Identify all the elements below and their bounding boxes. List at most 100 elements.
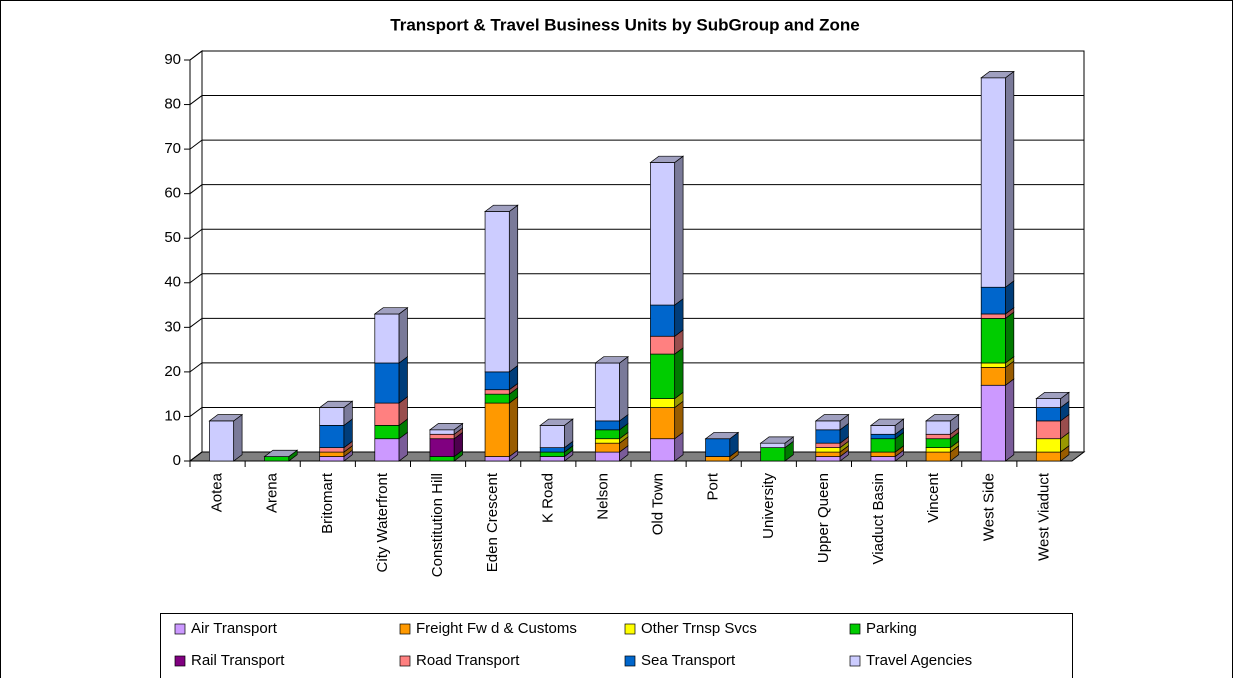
x-tick-label: Port bbox=[705, 472, 722, 500]
back-wall bbox=[201, 50, 1085, 453]
y-tick-label: 50 bbox=[164, 229, 181, 246]
bar-segment bbox=[980, 367, 1006, 386]
bar-segment bbox=[539, 425, 565, 448]
bar-segment bbox=[1035, 438, 1061, 453]
bar-top bbox=[704, 432, 740, 440]
x-tick-label: University bbox=[760, 473, 777, 539]
y-tick-label: 40 bbox=[164, 274, 181, 291]
bar-side bbox=[398, 306, 408, 364]
bar-segment bbox=[429, 438, 455, 457]
grid-line bbox=[189, 139, 1084, 150]
bar-segment bbox=[980, 362, 1006, 368]
bar-segment bbox=[980, 313, 1006, 319]
bar-segment bbox=[539, 456, 565, 462]
bar-top bbox=[980, 71, 1015, 79]
legend-swatch bbox=[624, 623, 636, 635]
bar-side bbox=[674, 155, 684, 306]
bar-segment bbox=[815, 420, 841, 431]
bar-top bbox=[373, 307, 409, 315]
y-tick-label: 10 bbox=[164, 407, 181, 424]
bar-segment bbox=[870, 425, 896, 435]
bar-side bbox=[233, 413, 243, 462]
bar-segment bbox=[319, 407, 345, 426]
x-tick-label: Eden Crescent bbox=[484, 472, 501, 572]
x-tick-label: Arena bbox=[264, 472, 281, 513]
bar-segment bbox=[650, 398, 676, 408]
bar-side bbox=[508, 204, 519, 373]
bar-side bbox=[1005, 311, 1015, 364]
bar-segment bbox=[980, 286, 1006, 315]
bar-segment bbox=[980, 77, 1006, 288]
legend-label: Freight Fw d & Customs bbox=[416, 620, 577, 637]
bar-segment bbox=[429, 429, 455, 435]
y-tick-label: 90 bbox=[164, 51, 181, 68]
chart-title: Transport & Travel Business Units by Sub… bbox=[390, 15, 859, 34]
x-tick-label: K Road bbox=[539, 473, 556, 523]
grid-line bbox=[189, 317, 1084, 328]
bar-top bbox=[208, 414, 244, 422]
bar-side bbox=[674, 347, 684, 400]
bar-segment bbox=[209, 420, 235, 462]
bar-segment bbox=[1035, 451, 1061, 462]
bar-segment bbox=[870, 451, 896, 457]
bar-segment bbox=[374, 313, 400, 364]
bar-segment bbox=[815, 456, 841, 462]
x-tick-label: West Viaduct bbox=[1035, 472, 1052, 561]
bar-segment bbox=[870, 433, 896, 440]
bar-top bbox=[649, 155, 685, 163]
grid-line bbox=[189, 406, 1084, 417]
bar-top bbox=[539, 418, 574, 426]
x-tick-label: City Waterfront bbox=[374, 472, 391, 572]
x-tick-label: Old Town bbox=[650, 473, 667, 535]
bar-segment bbox=[484, 393, 510, 404]
bar-segment bbox=[484, 371, 510, 391]
bar-segment bbox=[264, 456, 290, 462]
bar-segment bbox=[815, 447, 841, 453]
bar-segment bbox=[815, 442, 841, 448]
bar-segment bbox=[650, 353, 676, 399]
bar-segment bbox=[429, 456, 455, 462]
bar-top bbox=[869, 418, 905, 426]
y-tick-label: 30 bbox=[164, 318, 181, 335]
x-tick-label: Upper Queen bbox=[815, 473, 832, 563]
bar-segment bbox=[319, 425, 345, 448]
bar-segment bbox=[374, 438, 400, 462]
legend-swatch bbox=[849, 655, 861, 667]
grid-line bbox=[189, 50, 1084, 61]
bar-segment bbox=[760, 442, 786, 448]
x-tick-label: Constitution Hill bbox=[429, 473, 446, 577]
bar-top bbox=[484, 204, 519, 212]
x-tick-label: West Side bbox=[980, 473, 997, 541]
legend bbox=[160, 613, 1073, 678]
bar-segment bbox=[594, 429, 620, 440]
bar-segment bbox=[594, 438, 620, 444]
bar-segment bbox=[319, 447, 345, 453]
bar-segment bbox=[925, 433, 951, 440]
legend-label: Travel Agencies bbox=[866, 652, 972, 669]
bar-segment bbox=[980, 384, 1006, 462]
grid-line bbox=[189, 273, 1084, 284]
legend-label: Air Transport bbox=[191, 620, 278, 637]
y-tick-label: 60 bbox=[164, 185, 181, 202]
x-tick-label: Aotea bbox=[209, 472, 226, 512]
bar-segment bbox=[650, 162, 676, 306]
bar-side bbox=[508, 396, 519, 458]
bar-segment bbox=[484, 456, 510, 462]
bar-segment bbox=[705, 456, 731, 462]
bar-segment bbox=[319, 451, 345, 457]
bar-segment bbox=[594, 442, 620, 453]
bar-segment bbox=[1035, 398, 1061, 408]
bar-segment bbox=[594, 420, 620, 431]
legend-label: Sea Transport bbox=[641, 652, 736, 669]
bar-segment bbox=[925, 447, 951, 453]
bar-segment bbox=[374, 402, 400, 426]
bar-segment bbox=[650, 438, 676, 462]
x-tick-label: Britomart bbox=[319, 472, 336, 534]
bar-top bbox=[759, 436, 795, 444]
legend-label: Other Trnsp Svcs bbox=[641, 620, 757, 637]
legend-swatch bbox=[624, 655, 636, 667]
legend-swatch bbox=[174, 623, 186, 635]
y-tick-label: 0 bbox=[173, 452, 181, 469]
grid-line bbox=[189, 362, 1084, 373]
